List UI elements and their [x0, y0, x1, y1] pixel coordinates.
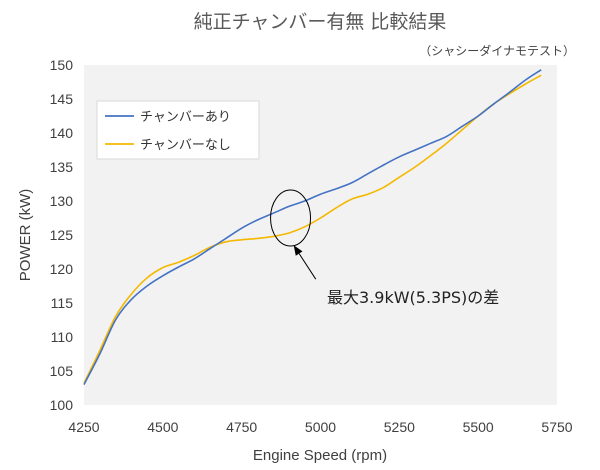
x-axis-label: Engine Speed (rpm): [253, 447, 387, 464]
y-tick-label: 130: [50, 193, 74, 209]
y-tick-label: 140: [50, 125, 74, 141]
y-tick-label: 120: [50, 261, 74, 277]
x-tick-label: 4500: [147, 419, 178, 435]
y-tick-label: 110: [51, 329, 74, 345]
annotation-label: 最大3.9kW(5.3PS)の差: [327, 288, 499, 307]
y-tick-label: 125: [50, 227, 74, 243]
y-tick-label: 115: [51, 295, 74, 311]
y-tick-label: 100: [50, 397, 74, 413]
legend-label-with-chamber: チャンバーあり: [140, 110, 231, 125]
y-axis-label: POWER (kW): [17, 189, 34, 281]
legend: チャンバーあり チャンバーなし: [97, 101, 259, 159]
legend-label-without-chamber: チャンバーなし: [140, 138, 231, 153]
power-comparison-chart: 純正チャンバー有無 比較結果 （シャシーダイナモテスト） 100 105 110 11…: [0, 0, 600, 470]
x-tick-label: 5250: [384, 419, 415, 435]
y-tick-label: 145: [50, 91, 74, 107]
x-tick-label: 5750: [541, 419, 572, 435]
y-tick-label: 150: [50, 57, 74, 73]
x-tick-label: 4250: [68, 419, 99, 435]
y-tick-label: 135: [50, 159, 74, 175]
chart-title: 純正チャンバー有無 比較結果: [194, 11, 447, 33]
x-tick-label: 5500: [463, 419, 494, 435]
y-tick-label: 105: [50, 363, 74, 379]
x-tick-label: 4750: [226, 419, 257, 435]
chart-subtitle: （シャシーダイナモテスト）: [419, 43, 575, 58]
x-tick-label: 5000: [305, 419, 336, 435]
